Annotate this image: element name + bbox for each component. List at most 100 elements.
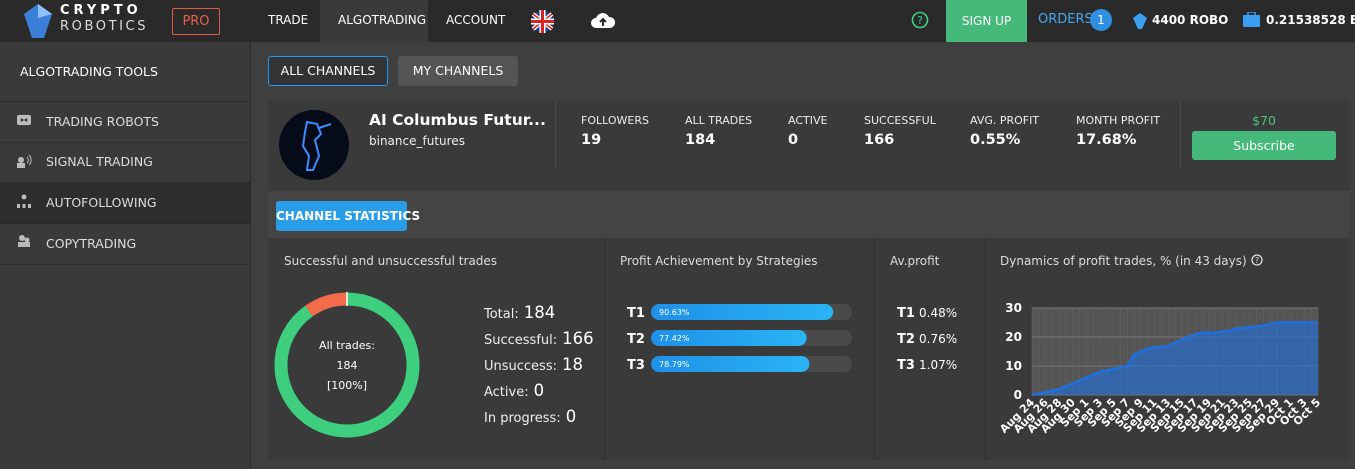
sidebar-item[interactable]: AUTOFOLLOWING	[0, 183, 250, 224]
donut-center-value: 184	[337, 359, 358, 372]
bar-label: 78.79%	[659, 360, 690, 369]
trades-row: Active: 0	[484, 381, 544, 400]
panel-title: Av.profit	[890, 254, 940, 268]
sidebar-label: AUTOFOLLOWING	[46, 195, 157, 210]
strategy-name: T3	[627, 358, 645, 373]
avprofit-value: 1.07%	[919, 358, 957, 372]
help-icon[interactable]: ?	[911, 11, 929, 29]
strategy-name: T2	[627, 332, 645, 347]
svg-text:?: ?	[917, 14, 923, 27]
trades-row-value: 0	[566, 407, 577, 426]
nav-active-bg	[320, 0, 428, 42]
trades-row: Unsuccess: 18	[484, 355, 583, 374]
sidebar-title: ALGOTRADING TOOLS	[20, 64, 158, 79]
upload-icon[interactable]	[590, 10, 616, 30]
trades-row: Total: 184	[483, 303, 555, 322]
logo-top: CRYPTO	[60, 3, 142, 18]
stat-value: 0.55%	[970, 132, 1021, 148]
divider	[1180, 100, 1181, 169]
stat-value: 0	[788, 132, 799, 148]
stats-bar	[268, 191, 1350, 238]
trades-row-value: 184	[524, 303, 556, 322]
stat-label: AVG. PROFIT	[970, 114, 1040, 127]
stat-value: 19	[581, 132, 602, 148]
stat-value: 184	[685, 132, 716, 148]
sidebar-item[interactable]: COPYTRADING	[0, 224, 250, 265]
sidebar	[0, 42, 251, 469]
header	[0, 0, 1355, 42]
trades-row-value: 18	[562, 355, 583, 374]
subscribe-button[interactable]: Subscribe	[1192, 131, 1336, 160]
trades-row: Successful: 166	[484, 329, 594, 348]
chart-title: Dynamics of profit trades, % (in 43 days…	[1000, 254, 1247, 268]
trades-row-value: 0	[534, 381, 545, 400]
help-icon[interactable]: ?	[1250, 254, 1263, 266]
nav-trade[interactable]: TRADE	[268, 13, 309, 27]
channel-avatar	[279, 110, 349, 180]
trades-row-label: Unsuccess:	[484, 359, 557, 374]
logo-icon	[24, 4, 52, 38]
donut-segment	[274, 292, 420, 438]
y-tick-label: 20	[1005, 330, 1022, 344]
tab-all-channels[interactable]: ALL CHANNELS	[268, 56, 388, 86]
channel-exchange: binance_futures	[369, 134, 465, 148]
robo-icon	[1133, 13, 1147, 29]
stat-label: FOLLOWERS	[581, 114, 649, 127]
trades-row-label: Active:	[484, 385, 529, 400]
bar-label: 77.42%	[659, 334, 690, 343]
btc-balance: 0.21538528 BTC	[1266, 13, 1355, 27]
trades-row: In progress: 0	[484, 407, 576, 426]
flag-icon[interactable]	[531, 10, 554, 33]
sidebar-label: SIGNAL TRADING	[46, 154, 153, 169]
strategy-name: T1	[627, 306, 645, 321]
avprofit-name: T2	[897, 332, 915, 347]
divider	[874, 238, 875, 460]
y-tick-label: 30	[1005, 301, 1022, 315]
channel-statistics-button[interactable]: CHANNEL STATISTICS	[276, 201, 420, 231]
donut-segment	[305, 292, 348, 317]
bar-label: 90.63%	[659, 308, 690, 317]
sidebar-item[interactable]: TRADING ROBOTS	[0, 101, 250, 143]
y-tick-label: 0	[1014, 388, 1022, 402]
trades-row-label: In progress:	[484, 411, 561, 426]
stat-value: 17.68%	[1076, 132, 1137, 148]
pro-badge[interactable]: PRO	[172, 8, 220, 35]
panel-title: Successful and unsuccessful trades	[284, 254, 498, 268]
line	[1031, 321, 1318, 397]
robo-balance: 4400 ROBO	[1152, 13, 1229, 27]
sidebar-label: COPYTRADING	[46, 236, 137, 251]
panel-title: Dynamics of profit trades, % (in 43 days…	[1000, 254, 1263, 268]
logo-bottom: ROBOTICS	[60, 19, 149, 34]
trades-row-label: Total:	[483, 307, 519, 322]
orders[interactable]: ORDERS	[1038, 12, 1093, 27]
stat-value: 166	[864, 132, 895, 148]
stat-label: SUCCESSFUL	[864, 114, 936, 127]
channel-name[interactable]: AI Columbus Futur...	[369, 111, 546, 129]
orders-count: 1	[1090, 9, 1112, 31]
bar	[651, 356, 810, 372]
avprofit-name: T1	[897, 306, 915, 321]
panel-title: Profit Achievement by Strategies	[620, 254, 818, 268]
svg-text:?: ?	[1254, 256, 1258, 265]
area	[1032, 322, 1318, 395]
avprofit-value: 0.48%	[919, 306, 957, 320]
y-tick-label: 10	[1005, 359, 1022, 373]
avprofit-name: T3	[897, 358, 915, 373]
trades-row-label: Successful:	[484, 333, 557, 348]
tab-my-channels[interactable]: MY CHANNELS	[398, 56, 518, 86]
wallet-icon	[1243, 12, 1260, 27]
sidebar-item[interactable]: SIGNAL TRADING	[0, 142, 250, 183]
donut-center-label: All trades:	[319, 339, 375, 352]
bar	[651, 330, 807, 346]
divider	[985, 238, 986, 460]
divider	[555, 100, 556, 169]
sidebar-label: TRADING ROBOTS	[46, 114, 159, 129]
nav-algotrading[interactable]: ALGOTRADING	[338, 13, 427, 27]
bar	[651, 304, 834, 320]
sign-up-button[interactable]: SIGN UP	[946, 0, 1027, 42]
stat-label: ALL TRADES	[685, 114, 753, 127]
donut-center-percent: [100%]	[327, 379, 367, 392]
nav-account[interactable]: ACCOUNT	[446, 13, 506, 27]
